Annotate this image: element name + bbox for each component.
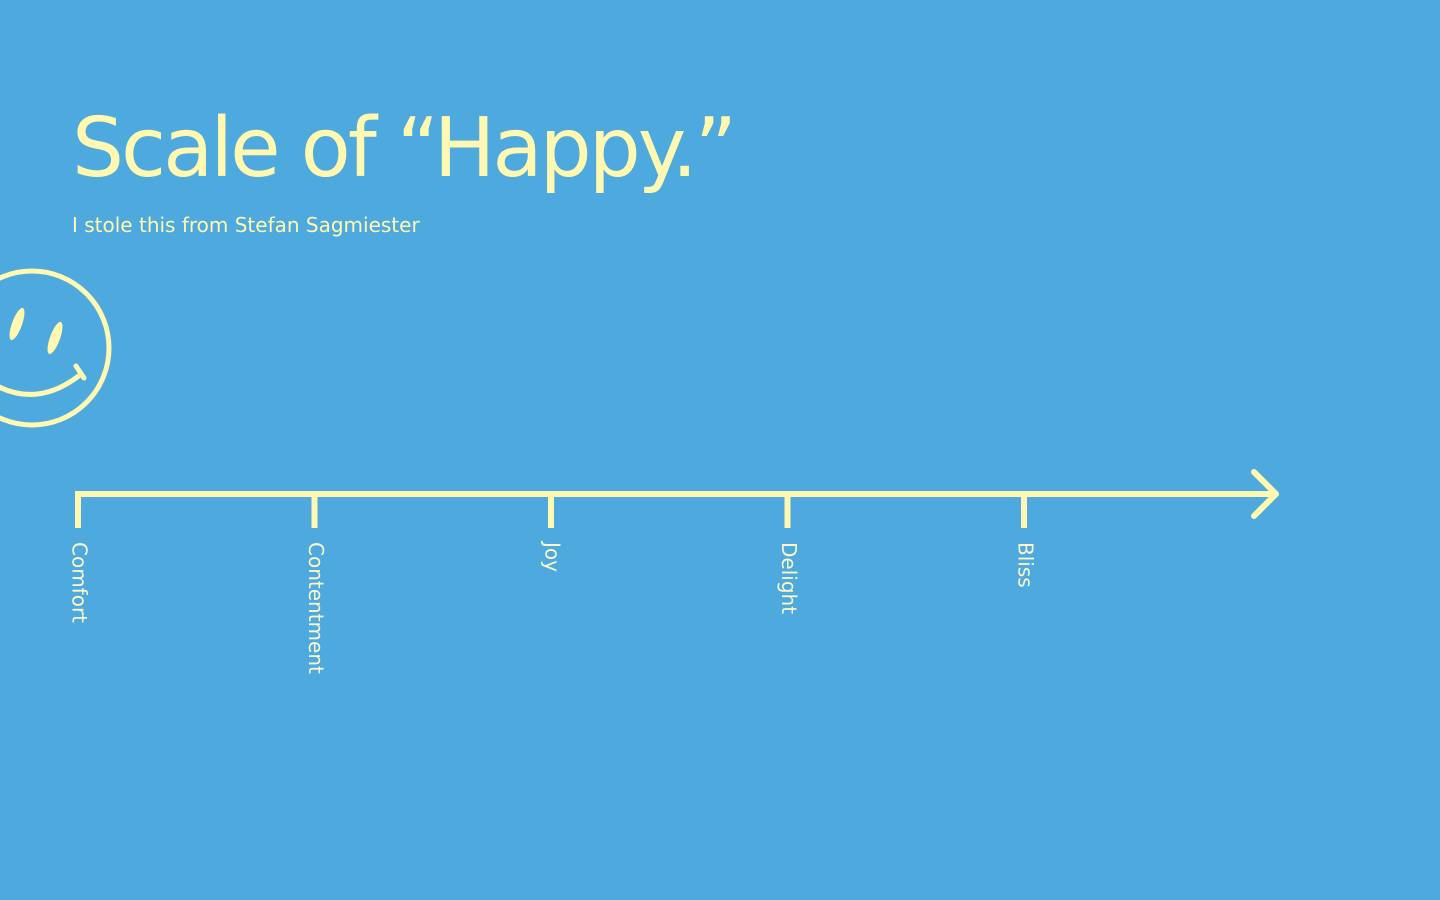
scale-ticks: Comfort Contentment Joy Delight Bliss — [68, 491, 1038, 674]
scale-label: Joy — [541, 540, 565, 572]
smiley — [0, 268, 112, 428]
scale-label: Bliss — [1014, 542, 1038, 588]
axis-arrow — [1251, 469, 1279, 519]
smiley-eye — [9, 307, 25, 341]
smiley-mouth — [0, 372, 83, 397]
smiley-face — [0, 268, 112, 428]
scale-label: Contentment — [304, 542, 328, 674]
title: Scale of “Happy.” — [72, 101, 734, 196]
scale-label: Comfort — [68, 542, 92, 623]
smiley-dimple — [73, 363, 87, 381]
scale-label: Delight — [777, 542, 801, 614]
axis — [75, 469, 1279, 519]
smiley-eye — [47, 321, 63, 355]
subtitle: I stole this from Stefan Sagmiester — [72, 213, 420, 237]
